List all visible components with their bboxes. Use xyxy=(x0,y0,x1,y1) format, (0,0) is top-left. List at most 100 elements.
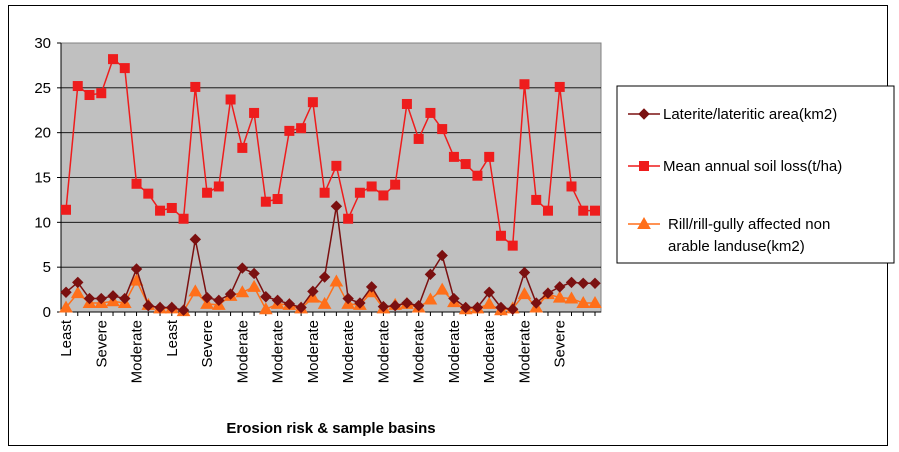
data-point xyxy=(331,160,342,171)
data-point xyxy=(471,301,484,314)
data-point xyxy=(96,88,107,99)
data-point xyxy=(70,286,85,299)
data-point xyxy=(260,291,272,303)
data-point xyxy=(84,90,95,101)
data-point xyxy=(366,181,377,192)
legend-box xyxy=(616,85,895,264)
data-point xyxy=(390,179,401,190)
data-point xyxy=(588,296,602,309)
legend-label: Mean annual soil loss(t/ha) xyxy=(663,158,842,175)
x-tick-label: Moderate xyxy=(234,320,251,383)
x-tick-label: Moderate xyxy=(340,320,357,383)
data-point xyxy=(437,124,448,135)
data-point xyxy=(519,79,530,90)
data-point xyxy=(436,249,448,262)
legend-marker xyxy=(637,216,651,229)
data-point xyxy=(142,300,154,312)
y-tick-label: 10 xyxy=(34,214,51,231)
x-tick-label: Severe xyxy=(199,320,216,368)
data-point xyxy=(389,300,401,312)
data-point xyxy=(131,178,142,189)
data-point xyxy=(202,187,213,198)
series-layer xyxy=(59,54,602,317)
data-point xyxy=(354,187,365,198)
grid-lines xyxy=(61,87,601,268)
legend: Laterite/lateritic area(km2) Mean annual … xyxy=(616,85,895,264)
data-point xyxy=(236,262,249,274)
x-tick-label: Moderate xyxy=(481,320,498,383)
y-tick-label: 30 xyxy=(34,35,51,52)
data-point xyxy=(283,298,296,310)
series-line xyxy=(65,57,595,248)
data-point xyxy=(425,107,436,118)
data-point xyxy=(178,213,189,224)
data-point xyxy=(260,196,271,207)
data-point xyxy=(459,301,472,314)
data-point xyxy=(564,291,579,304)
data-point xyxy=(249,107,260,118)
data-point xyxy=(448,292,460,305)
data-point xyxy=(377,300,390,313)
data-point xyxy=(155,205,166,216)
legend-item: Mean annual soil loss(t/ha) xyxy=(628,158,842,175)
data-point xyxy=(342,292,354,305)
data-point xyxy=(507,240,518,251)
data-point xyxy=(554,81,565,92)
data-point xyxy=(95,292,107,305)
data-point xyxy=(565,276,578,289)
data-point xyxy=(107,290,119,302)
x-tick-label: Moderate xyxy=(305,320,322,383)
data-point xyxy=(108,54,119,65)
legend-label: Laterite/lateritic area(km2) xyxy=(663,106,837,123)
x-axis-label: Erosion risk & sample basins xyxy=(226,420,435,437)
data-point xyxy=(552,290,567,303)
data-point xyxy=(542,205,553,216)
legend-items: Laterite/lateritic area(km2) Mean annual … xyxy=(628,106,842,255)
data-point xyxy=(460,159,471,170)
x-tick-label: Moderate xyxy=(129,320,146,383)
data-point xyxy=(448,151,459,162)
data-point xyxy=(413,133,424,144)
data-point xyxy=(271,294,284,307)
data-point xyxy=(576,296,591,309)
data-point xyxy=(247,279,261,292)
x-axis-ticks: Least Severe Moderate Least Severe Moderate Mo… xyxy=(58,312,596,383)
x-tick-label: Severe xyxy=(552,320,569,368)
data-point xyxy=(72,276,84,289)
data-point xyxy=(518,266,531,279)
data-point xyxy=(530,297,542,309)
data-point xyxy=(354,297,366,309)
x-tick-label: Least xyxy=(58,319,75,357)
data-point xyxy=(319,187,330,198)
data-point xyxy=(307,97,318,108)
data-point xyxy=(237,142,248,153)
data-point xyxy=(482,296,497,309)
data-point xyxy=(517,287,532,300)
data-point xyxy=(307,285,319,298)
legend-item: Laterite/lateritic area(km2) xyxy=(628,106,837,123)
data-point xyxy=(130,263,143,275)
data-point xyxy=(472,170,483,181)
data-point xyxy=(213,294,225,307)
data-point xyxy=(61,204,71,215)
data-point xyxy=(554,281,566,293)
data-point xyxy=(317,296,332,309)
data-point xyxy=(119,292,131,305)
data-point xyxy=(258,302,273,315)
data-point xyxy=(60,286,72,298)
data-point xyxy=(201,291,213,304)
data-point xyxy=(295,301,307,314)
data-point xyxy=(72,81,83,92)
x-tick-label: Moderate xyxy=(270,320,287,383)
data-point xyxy=(272,194,283,205)
series-square xyxy=(61,54,600,251)
x-tick-label: Moderate xyxy=(375,320,392,383)
data-point xyxy=(188,284,203,297)
data-point xyxy=(177,304,190,316)
data-point xyxy=(189,233,202,246)
data-point xyxy=(284,125,295,136)
y-tick-label: 5 xyxy=(43,259,51,276)
legend-marker xyxy=(639,161,649,171)
